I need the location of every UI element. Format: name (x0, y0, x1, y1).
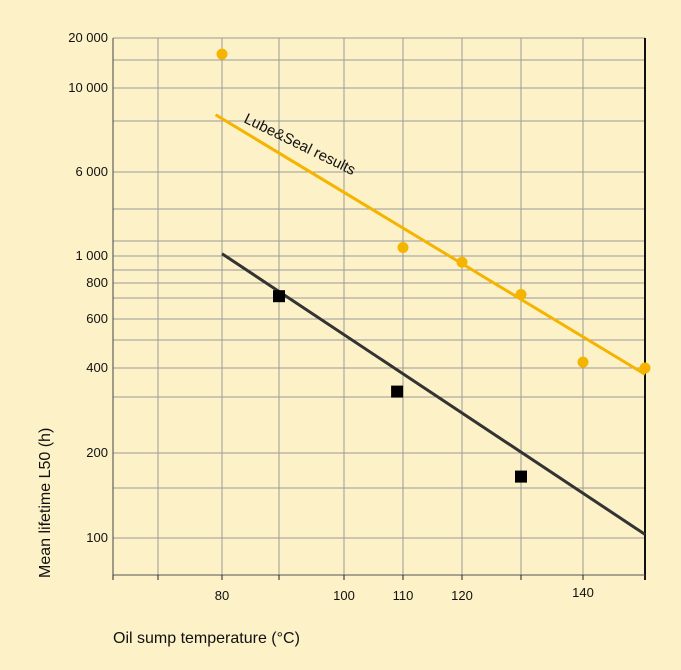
data-point-circle (456, 256, 468, 268)
y-tick-label: 6 000 (75, 164, 108, 179)
y-tick-label: 600 (86, 311, 108, 326)
data-point-circle (577, 356, 589, 368)
x-tick-label: 110 (393, 588, 414, 603)
trend-line-2 (221, 252, 646, 536)
y-axis-title: Mean lifetime L50 (h) (37, 428, 54, 578)
y-tick-labels: 20 000 10 000 6 000 1 000 800 600 400 200 100 (68, 30, 108, 545)
data-point-circle (216, 48, 228, 60)
x-tick-label: 100 (333, 588, 355, 603)
y-tick-label: 100 (86, 530, 108, 545)
x-tick-label: 80 (215, 588, 229, 603)
data-point-circle (397, 241, 409, 253)
x-tick-label: 120 (451, 588, 473, 603)
data-points (216, 48, 651, 483)
y-tick-label: 400 (86, 360, 108, 375)
x-tick-label: 140 (572, 585, 594, 600)
y-tick-label: 800 (86, 275, 108, 290)
grid (113, 37, 645, 576)
data-point-circle (515, 288, 527, 300)
x-tick-labels: 80 100 110 120 140 (215, 585, 594, 603)
y-tick-label: 20 000 (68, 30, 108, 45)
y-tick-label: 1 000 (75, 248, 108, 263)
data-point-square (391, 385, 404, 398)
trend-lines (214, 113, 646, 536)
x-axis-title: Oil sump temperature (°C) (113, 630, 300, 647)
data-point-circle (639, 362, 651, 374)
data-point-square (273, 290, 285, 303)
trend-line-1 (214, 113, 646, 376)
y-tick-label: 10 000 (68, 80, 108, 95)
axes (112, 38, 646, 580)
y-tick-label: 200 (86, 445, 108, 460)
data-point-square (515, 470, 527, 483)
